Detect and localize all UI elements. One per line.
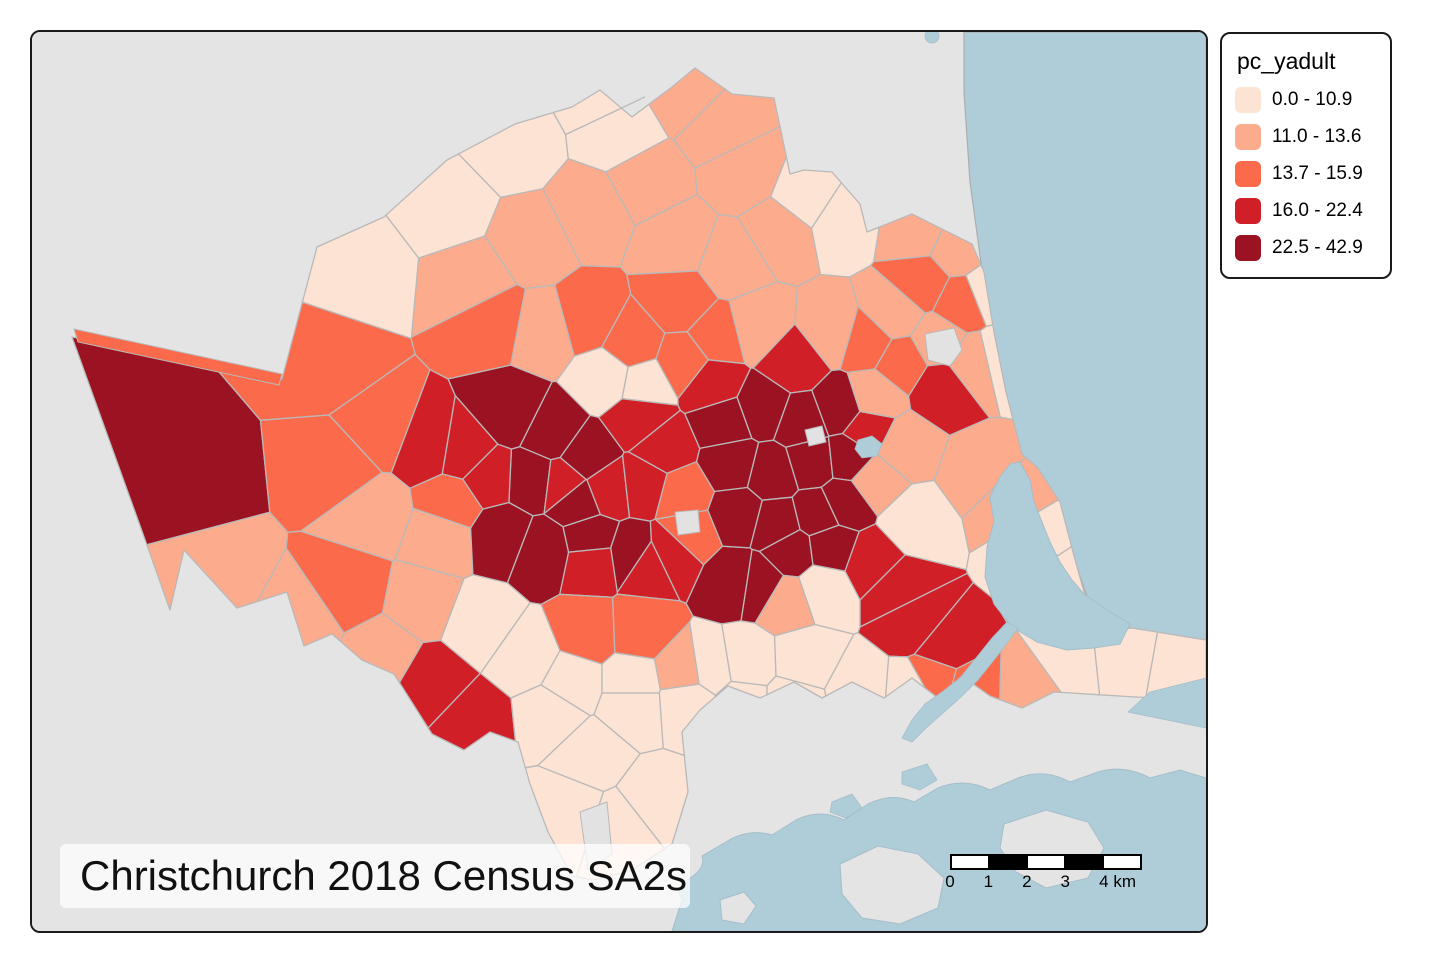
scale-bar: 0 1 2 3 4 km (945, 854, 1150, 894)
scale-bar-label: 1 (983, 872, 994, 891)
legend-swatch (1235, 161, 1261, 187)
scale-bar-segments (950, 854, 1142, 870)
estuary-water (984, 461, 1131, 651)
scale-bar-label: 4 km (1099, 872, 1137, 891)
legend-swatch (1235, 87, 1261, 113)
sa2-region (559, 547, 618, 598)
legend-item: 0.0 - 10.9 (1235, 87, 1377, 113)
sa2-region (874, 335, 929, 397)
legend-item: 16.0 - 22.4 (1235, 198, 1377, 224)
map-frame: Christchurch 2018 Census SA2s 0 1 2 3 4 km (30, 30, 1208, 933)
sa2-region (439, 573, 531, 674)
park-area (804, 425, 827, 447)
sa2-region (543, 456, 587, 515)
sa2-region-sliver (73, 328, 283, 386)
inlet-water (1127, 677, 1206, 729)
legend-label: 0.0 - 10.9 (1272, 89, 1353, 110)
harbour-water (671, 768, 1206, 931)
sa2-region (933, 416, 1027, 520)
legend-title: pc_yadult (1237, 48, 1336, 74)
sa2-region (409, 473, 484, 529)
scale-bar-segment (1064, 856, 1102, 868)
scale-bar-segment (988, 856, 1026, 868)
map-title-box: Christchurch 2018 Census SA2s (60, 844, 690, 908)
legend-label: 22.5 - 42.9 (1272, 237, 1363, 258)
park-area (674, 509, 701, 536)
legend-label: 13.7 - 15.9 (1272, 163, 1363, 184)
harbour-inlet-water (901, 763, 938, 791)
legend-item: 11.0 - 13.6 (1235, 124, 1377, 150)
map-title: Christchurch 2018 Census SA2s (80, 852, 687, 899)
legend-swatch (1235, 235, 1261, 261)
legend-panel: pc_yadult 0.0 - 10.9 11.0 - 13.6 13.7 - 15… (1220, 32, 1392, 279)
legend-items: 0.0 - 10.9 11.0 - 13.6 13.7 - 15.9 16.0 - 2… (1235, 87, 1377, 261)
scale-bar-label: 0 (945, 872, 955, 891)
legend-label: 11.0 - 13.6 (1272, 126, 1362, 147)
sa2-region (658, 683, 717, 757)
sa2-region (552, 89, 646, 136)
legend-label: 16.0 - 22.4 (1272, 200, 1363, 221)
coastal-pond-water (924, 32, 940, 44)
legend-item: 22.5 - 42.9 (1235, 235, 1377, 261)
map-canvas (32, 32, 1206, 931)
sa2-region (677, 359, 752, 415)
sa2-region (649, 518, 705, 605)
park-area (924, 327, 963, 367)
island-land (719, 891, 757, 925)
sa2-region (884, 655, 926, 698)
scale-bar-segment (952, 856, 988, 868)
river-water (901, 621, 1019, 743)
legend-swatch (1235, 124, 1261, 150)
scale-bar-label: 3 (1060, 872, 1070, 891)
scale-bar-segment (1102, 856, 1140, 868)
island-land (839, 845, 945, 925)
sa2-region (714, 680, 768, 699)
sa2-regions (71, 67, 1206, 881)
sa2-region (655, 331, 709, 400)
scale-bar-segment (1026, 856, 1064, 868)
scale-bar-labels: 0 1 2 3 4 km (945, 872, 1150, 894)
legend-swatch (1235, 198, 1261, 224)
pond-water (854, 435, 883, 459)
sa2-region (766, 675, 827, 699)
legend-item: 13.7 - 15.9 (1235, 161, 1377, 187)
harbour-inlet-water (829, 793, 863, 819)
scale-bar-label: 2 (1022, 872, 1032, 891)
